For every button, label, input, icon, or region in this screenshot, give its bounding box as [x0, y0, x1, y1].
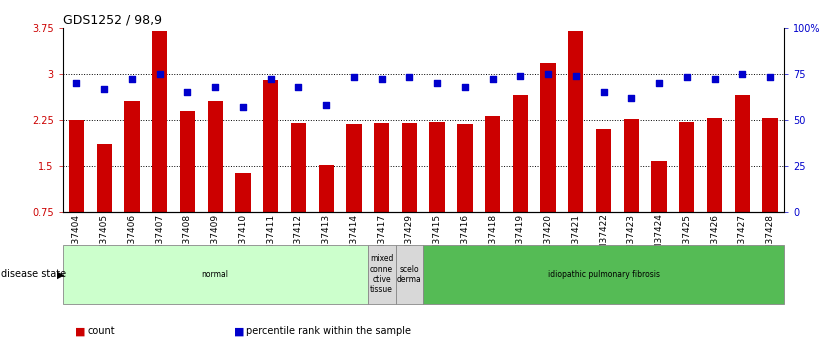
Bar — [762, 118, 778, 212]
Point — [514, 73, 527, 78]
Bar — [235, 174, 250, 212]
Bar — [291, 123, 306, 212]
Point — [236, 104, 249, 110]
Bar — [651, 161, 666, 212]
Point — [763, 75, 776, 80]
Point — [292, 84, 305, 89]
Text: disease state: disease state — [1, 269, 66, 279]
Bar — [624, 119, 639, 212]
Point — [736, 71, 749, 77]
Point — [708, 77, 721, 82]
Bar — [374, 123, 389, 212]
Bar — [423, 245, 784, 304]
Point — [208, 84, 222, 89]
Bar — [540, 63, 555, 212]
Bar — [395, 245, 424, 304]
Point — [486, 77, 500, 82]
Bar — [735, 95, 750, 212]
Point — [153, 71, 166, 77]
Point — [70, 80, 83, 86]
Bar — [346, 124, 361, 212]
Text: normal: normal — [202, 270, 229, 279]
Bar — [180, 111, 195, 212]
Bar — [208, 101, 223, 212]
Text: ■: ■ — [75, 326, 86, 336]
Bar — [97, 145, 112, 212]
Bar — [679, 122, 695, 212]
Bar — [368, 245, 395, 304]
Bar — [402, 123, 417, 212]
Point — [125, 77, 138, 82]
Point — [98, 86, 111, 91]
Bar — [513, 95, 528, 212]
Bar — [596, 129, 611, 212]
Point — [652, 80, 666, 86]
Bar — [707, 118, 722, 212]
Text: ▶: ▶ — [57, 269, 64, 279]
Point — [541, 71, 555, 77]
Bar — [430, 122, 445, 212]
Point — [681, 75, 694, 80]
Text: GDS1252 / 98,9: GDS1252 / 98,9 — [63, 13, 162, 27]
Point — [319, 102, 333, 108]
Point — [181, 89, 194, 95]
Point — [430, 80, 444, 86]
Text: count: count — [88, 326, 115, 336]
Bar — [263, 80, 279, 212]
Point — [264, 77, 278, 82]
Text: mixed
conne
ctive
tissue: mixed conne ctive tissue — [370, 254, 394, 294]
Point — [347, 75, 360, 80]
Bar — [152, 31, 168, 212]
Bar — [457, 124, 473, 212]
Point — [625, 95, 638, 100]
Bar — [485, 116, 500, 212]
Text: scelo
derma: scelo derma — [397, 265, 422, 284]
Bar — [319, 165, 334, 212]
Bar — [68, 120, 84, 212]
Point — [569, 73, 582, 78]
Point — [375, 77, 389, 82]
Point — [403, 75, 416, 80]
Point — [597, 89, 610, 95]
Bar — [63, 245, 368, 304]
Bar — [568, 31, 584, 212]
Point — [458, 84, 471, 89]
Text: ■: ■ — [234, 326, 244, 336]
Text: idiopathic pulmonary fibrosis: idiopathic pulmonary fibrosis — [548, 270, 660, 279]
Text: percentile rank within the sample: percentile rank within the sample — [246, 326, 411, 336]
Bar — [124, 101, 139, 212]
